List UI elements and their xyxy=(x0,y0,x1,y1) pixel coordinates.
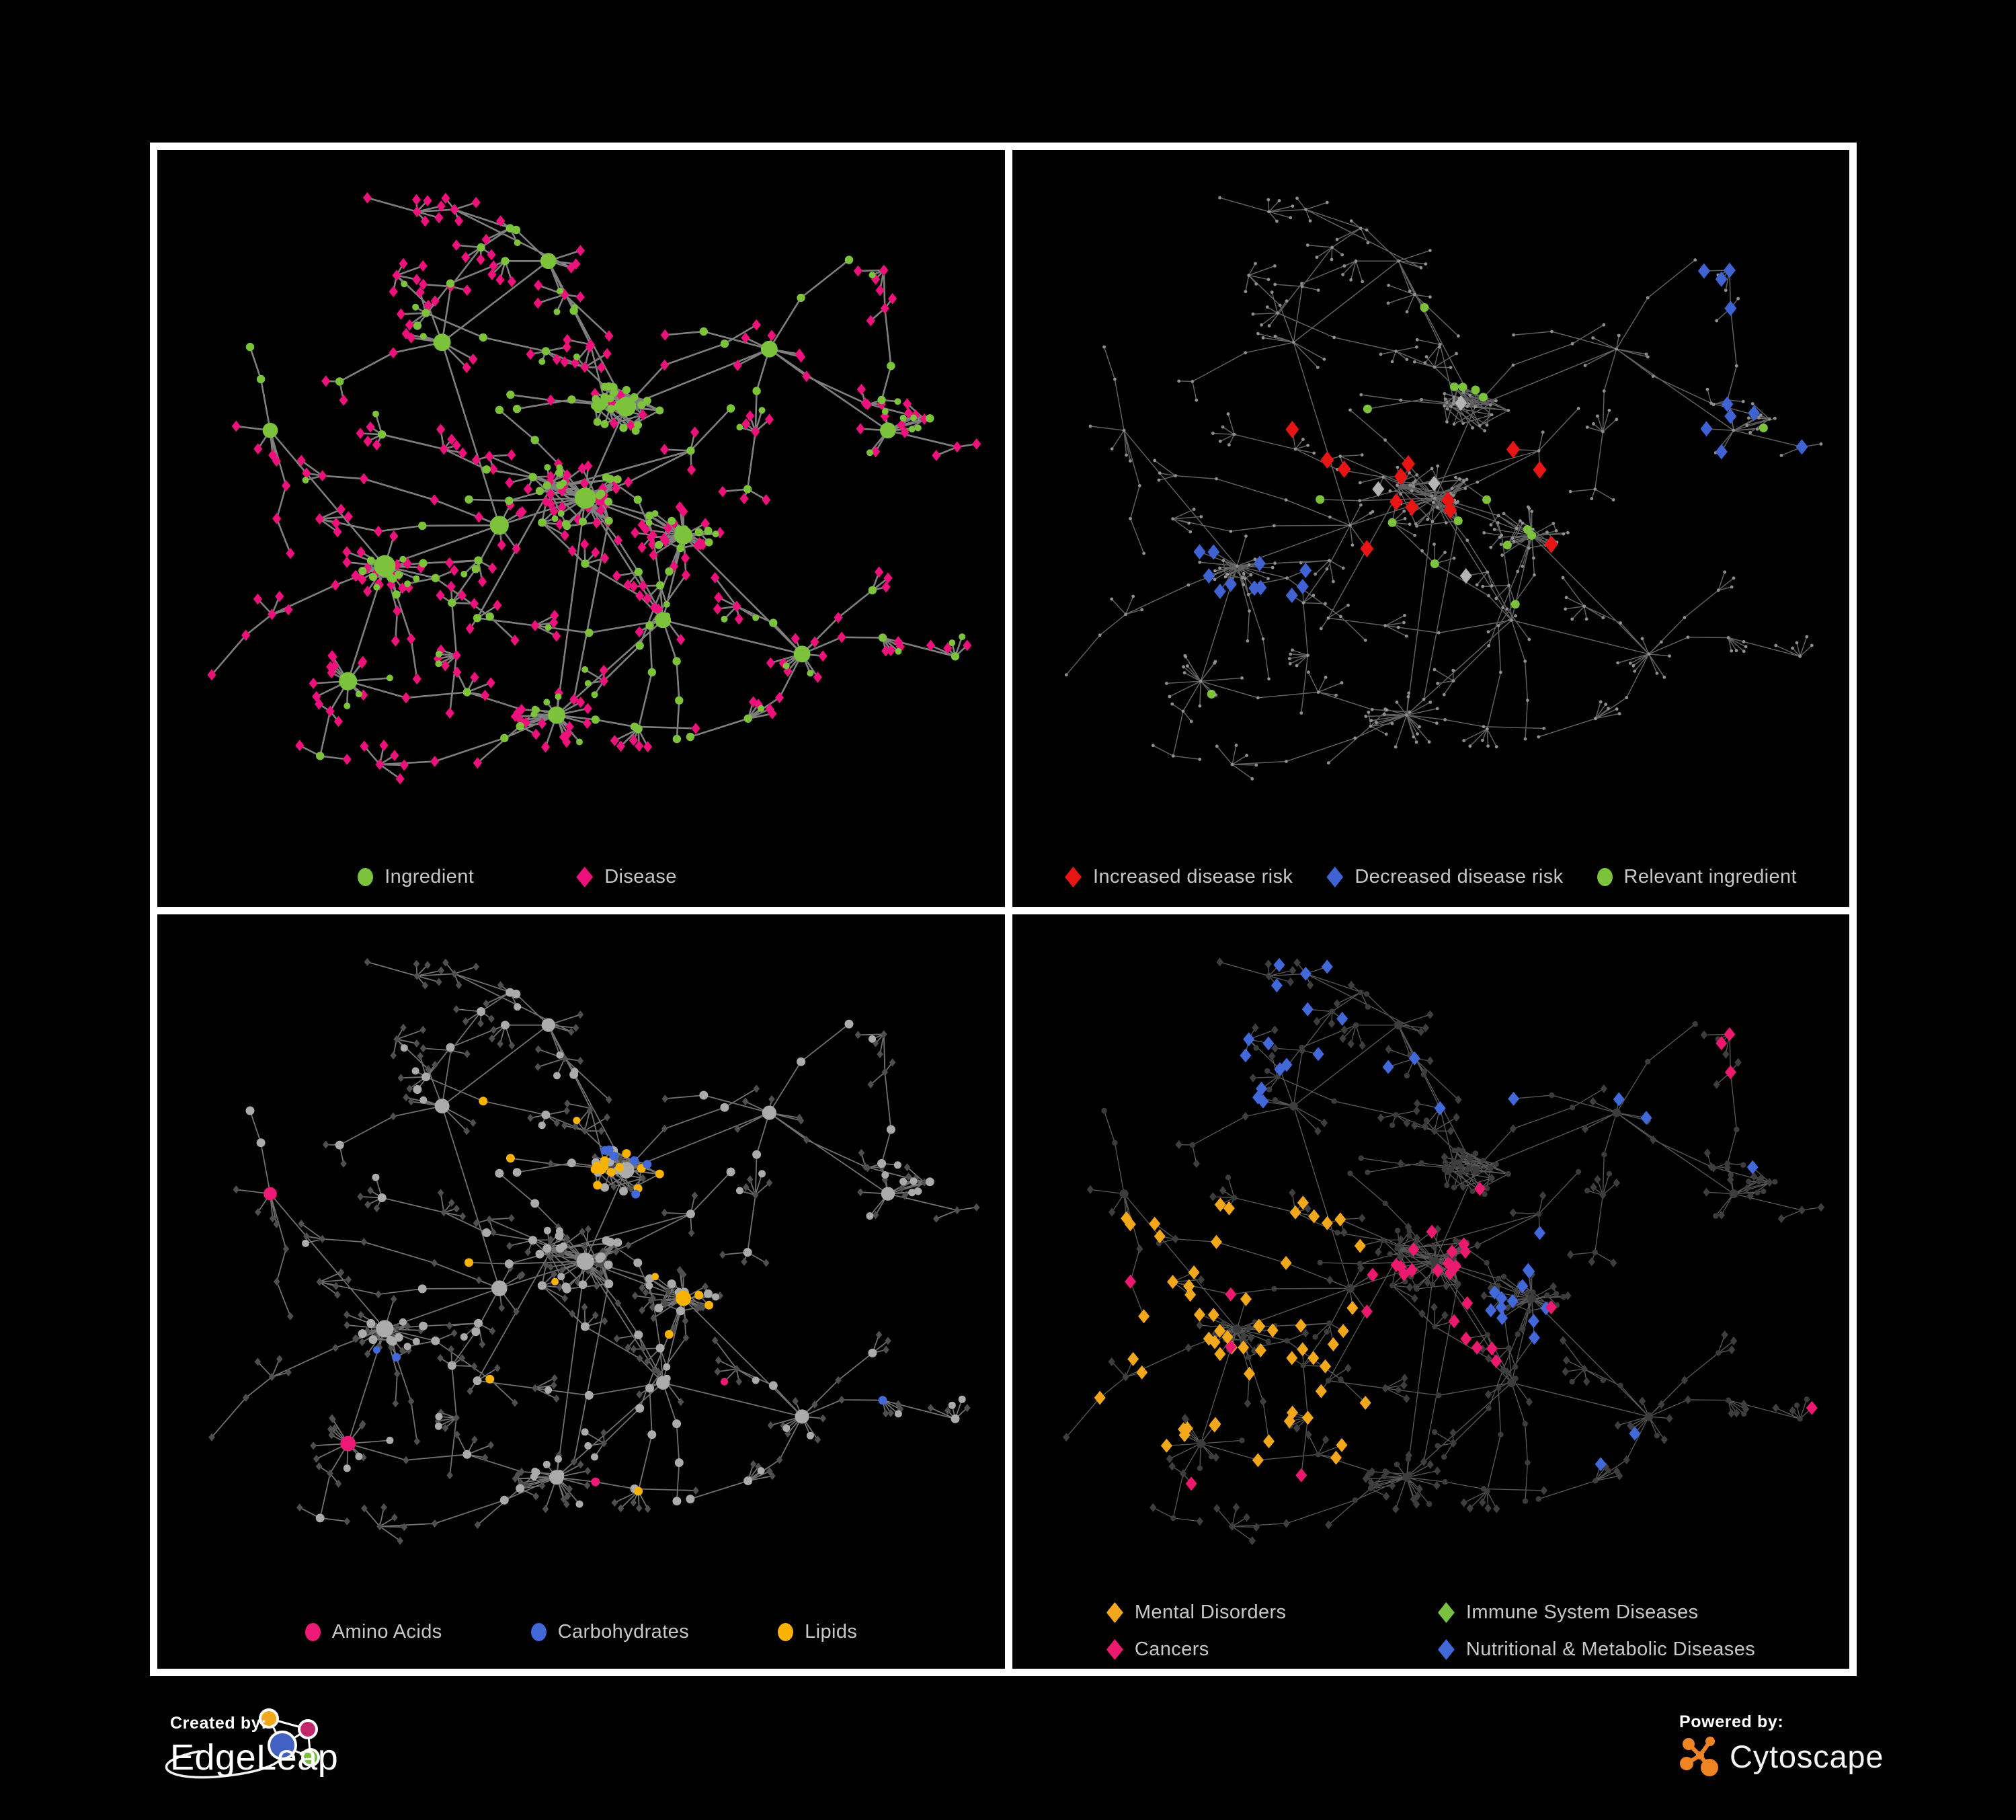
network-graph-disease-classes xyxy=(1063,957,1825,1546)
network-graph-ingredient-disease xyxy=(207,192,981,785)
legend-label: Lipids xyxy=(805,1621,858,1643)
legend-label: Cancers xyxy=(1134,1638,1209,1660)
legend-label: Increased disease risk xyxy=(1092,866,1293,887)
legend-swatch-diamond xyxy=(576,867,594,887)
legend-swatch-diamond xyxy=(1064,867,1082,887)
legend-item-amino-acids: Amino Acids xyxy=(305,1621,442,1643)
legend-swatch-diamond xyxy=(1106,1602,1123,1623)
legend-nutrient-classes: Amino Acids Carbohydrates Lipids xyxy=(157,1621,1005,1643)
legend-label: Mental Disorders xyxy=(1134,1601,1287,1623)
powered-by-label: Powered by: xyxy=(1679,1712,1784,1731)
created-by-label: Created by: xyxy=(170,1714,268,1733)
panel-disease-classes: Mental Disorders Immune System Diseases Ca… xyxy=(1012,914,1849,1669)
legend-swatch-diamond xyxy=(1437,1639,1455,1660)
legend-item-increased-disease-risk: Increased disease risk xyxy=(1064,866,1293,888)
edgeleap-logo-orange-node xyxy=(259,1708,279,1729)
graph-nodes xyxy=(1064,196,1823,781)
legend-item-carbohydrates: Carbohydrates xyxy=(530,1621,690,1643)
legend-label: Amino Acids xyxy=(331,1621,442,1643)
graph-edges xyxy=(211,196,977,780)
legend-item-relevant-ingredient: Relevant ingredient xyxy=(1597,866,1797,888)
legend-label: Relevant ingredient xyxy=(1623,866,1798,887)
cytoscape-logo-icon xyxy=(1680,1737,1718,1776)
edgeleap-logo-blue-node xyxy=(268,1731,297,1760)
legend-item-disease: Disease xyxy=(576,866,677,888)
network-graph-nutrient-classes xyxy=(208,957,980,1545)
legend-item-cancers: Cancers xyxy=(1106,1638,1209,1661)
graph-nodes xyxy=(208,957,980,1545)
edgeleap-logo xyxy=(165,1708,320,1779)
panel-disease-risk: Increased disease risk Decreased disease … xyxy=(1012,150,1849,907)
graph-edges xyxy=(211,961,977,1542)
edgeleap-logo-magenta-node xyxy=(298,1719,318,1739)
legend-label: Disease xyxy=(604,866,677,887)
legend-item-nutritional-metabolic-diseases: Nutritional & Metabolic Diseases xyxy=(1437,1638,1756,1661)
created-by-block: Created by: EdgeLeap xyxy=(170,1714,338,1778)
legend-item-immune-system-diseases: Immune System Diseases xyxy=(1437,1601,1699,1624)
legend-disease-classes: Mental Disorders Immune System Diseases Ca… xyxy=(1106,1601,1755,1661)
legend-swatch-circle xyxy=(305,1623,321,1641)
legend-swatch-circle xyxy=(358,868,374,886)
edgeleap-logo-green-node xyxy=(301,1748,320,1767)
graph-edges xyxy=(1065,961,1822,1542)
powered-by-block: Powered by: Cytoscape xyxy=(1679,1712,1884,1778)
legend-swatch-circle xyxy=(778,1623,794,1641)
panel-ingredient-disease: Ingredient Disease xyxy=(157,150,1005,907)
legend-swatch-diamond xyxy=(1106,1639,1123,1660)
network-graph-disease-risk xyxy=(1064,196,1823,781)
legend-item-ingredient: Ingredient xyxy=(358,866,474,888)
legend-item-mental-disorders: Mental Disorders xyxy=(1106,1601,1287,1624)
graph-nodes xyxy=(207,192,981,785)
legend-swatch-circle xyxy=(530,1623,547,1641)
legend-item-decreased-disease-risk: Decreased disease risk xyxy=(1326,866,1563,888)
graph-edges xyxy=(1065,197,1822,780)
legend-label: Decreased disease risk xyxy=(1355,866,1564,887)
edgeleap-wordmark: EdgeLeap xyxy=(170,1737,339,1778)
legend-label: Ingredient xyxy=(385,866,475,887)
legend-swatch-diamond xyxy=(1437,1602,1455,1623)
panel-nutrient-classes: Amino Acids Carbohydrates Lipids xyxy=(157,914,1005,1669)
figure-grid: Ingredient Disease Increased disease risk… xyxy=(150,143,1857,1676)
legend-item-lipids: Lipids xyxy=(778,1621,857,1643)
legend-label: Carbohydrates xyxy=(557,1621,690,1643)
cytoscape-wordmark: Cytoscape xyxy=(1730,1738,1884,1774)
legend-swatch-diamond xyxy=(1326,867,1344,887)
legend-ingredient-disease: Ingredient Disease xyxy=(157,866,941,888)
legend-disease-risk: Increased disease risk Decreased disease … xyxy=(1012,866,1849,888)
legend-label: Immune System Diseases xyxy=(1465,1601,1699,1623)
legend-swatch-circle xyxy=(1597,868,1613,886)
graph-nodes xyxy=(1063,957,1825,1546)
legend-label: Nutritional & Metabolic Diseases xyxy=(1465,1638,1756,1660)
